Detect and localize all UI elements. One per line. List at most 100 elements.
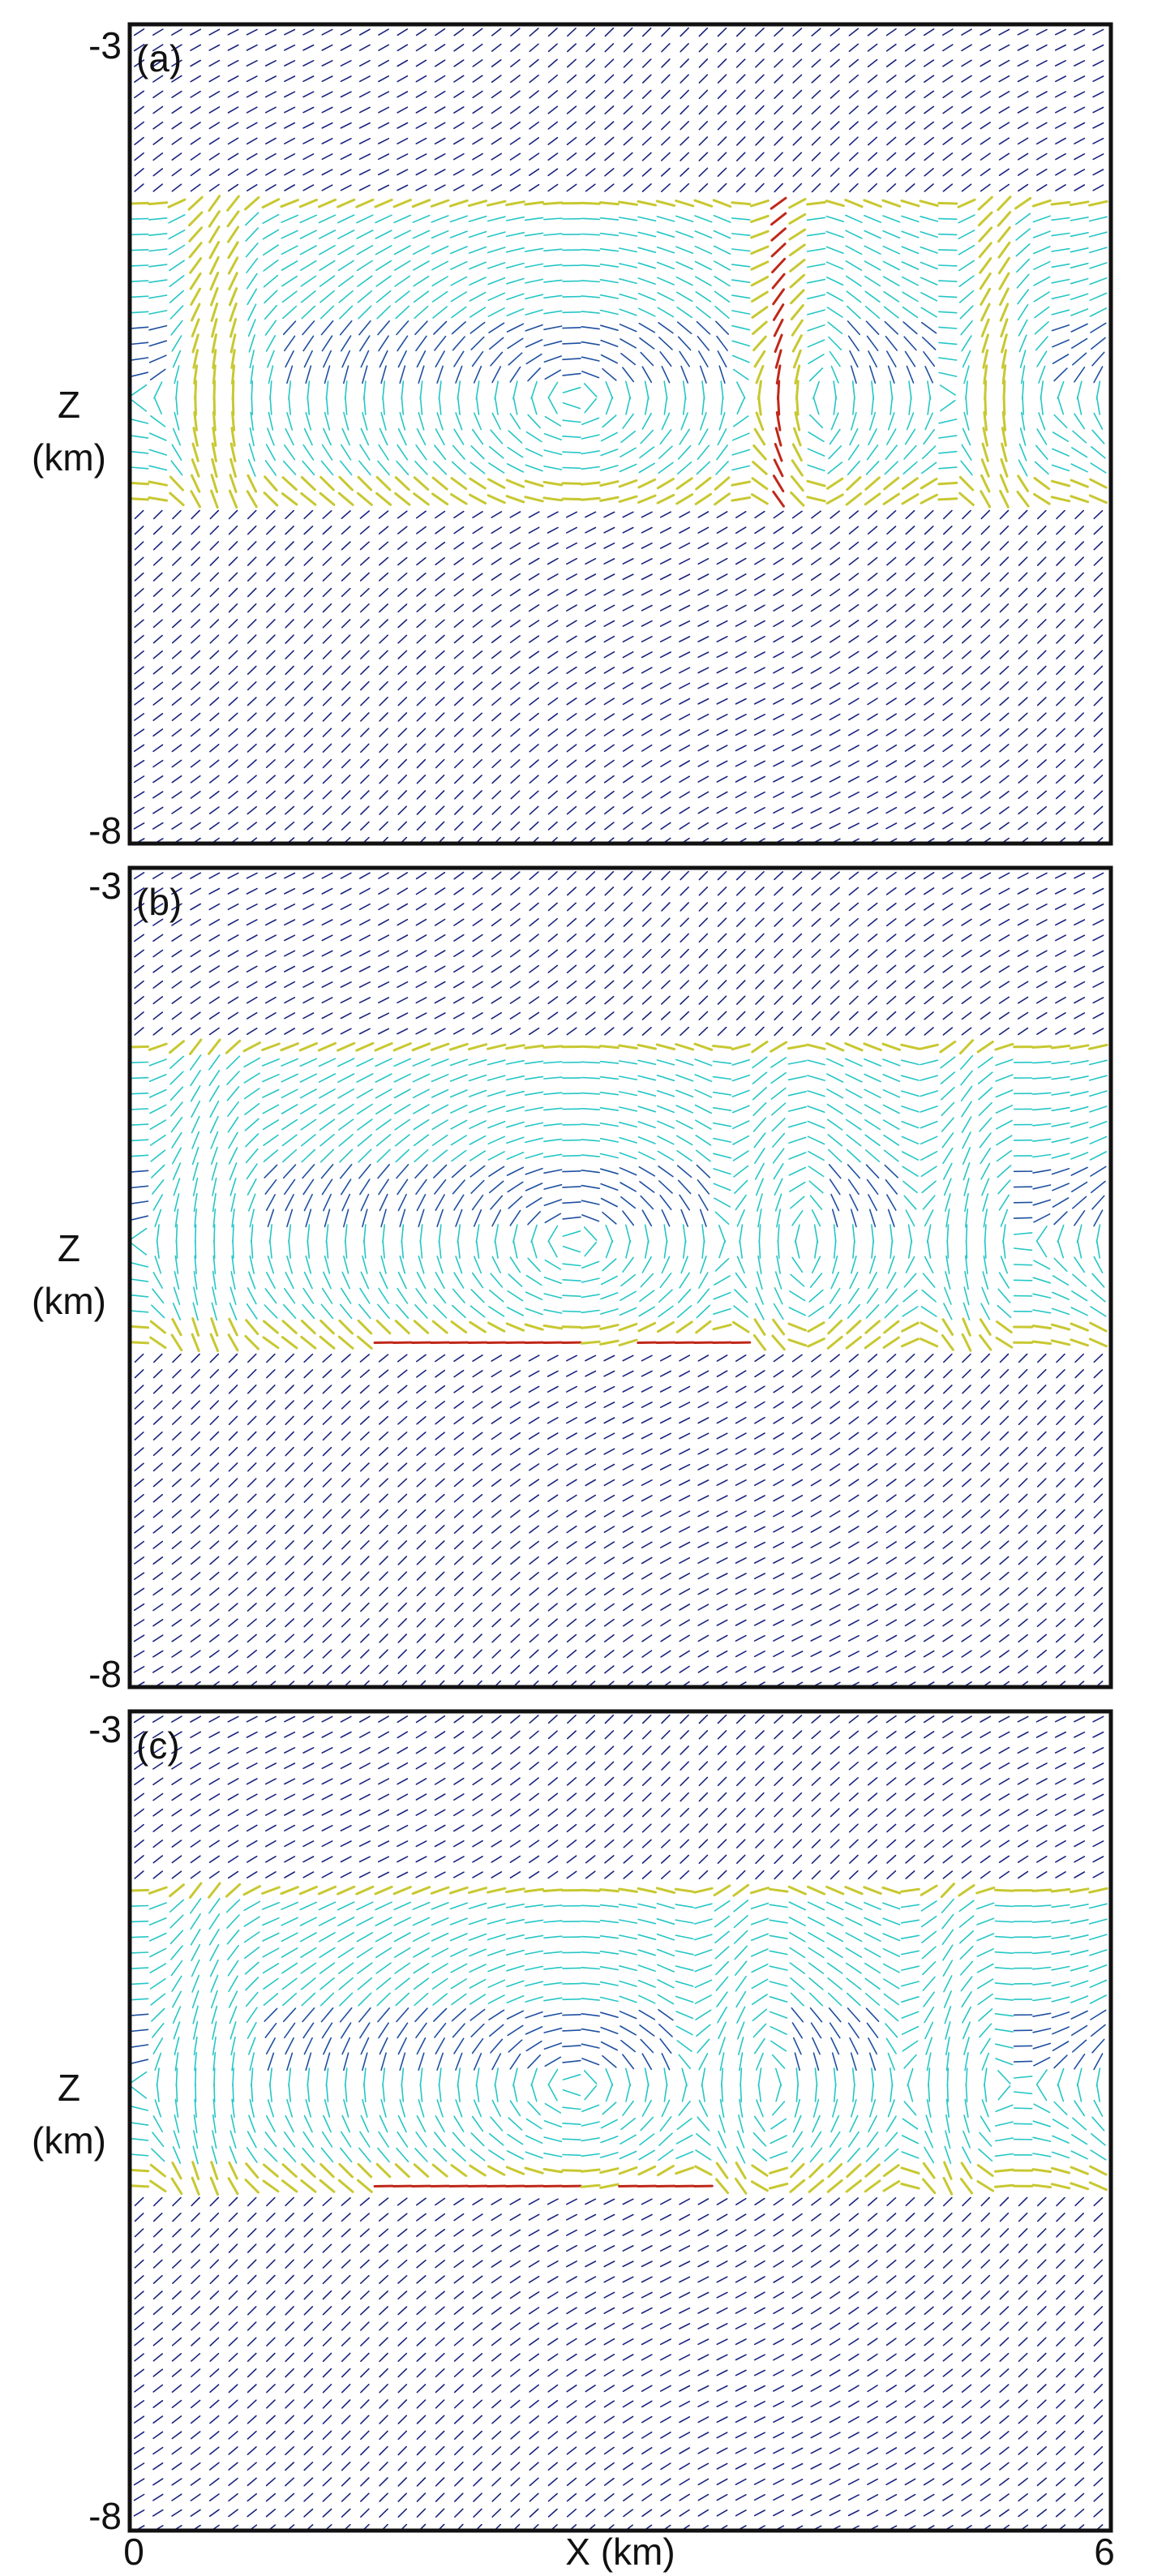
- vector-arrow: [641, 1402, 653, 1408]
- vector-arrow: [927, 1239, 932, 1259]
- vector-arrow: [622, 604, 634, 612]
- vector-arrow: [791, 1354, 803, 1363]
- vector-arrow: [171, 775, 182, 784]
- vector-arrow: [377, 320, 391, 336]
- vector-arrow: [980, 168, 991, 177]
- vector-arrow: [529, 981, 540, 989]
- vector-arrow: [322, 1446, 332, 1457]
- vector-arrow: [191, 1115, 200, 1134]
- vector-arrow: [1018, 743, 1028, 753]
- vector-arrow: [510, 728, 521, 737]
- vector-arrow: [394, 1320, 410, 1335]
- vector-arrow: [152, 650, 163, 659]
- vector-arrow: [757, 1209, 762, 1228]
- vector-arrow: [1036, 1525, 1047, 1535]
- vector-arrow: [284, 950, 296, 957]
- vector-arrow: [717, 995, 727, 1005]
- vector-arrow: [1034, 320, 1049, 335]
- vector-arrow: [359, 587, 370, 598]
- vector-arrow: [247, 1462, 257, 1472]
- vector-arrow: [958, 1039, 975, 1055]
- vector-arrow: [623, 902, 633, 912]
- vector-arrow: [154, 1256, 162, 1274]
- vector-arrow: [1018, 1415, 1028, 1425]
- vector-arrow: [191, 1385, 200, 1394]
- vector-arrow: [995, 1089, 1014, 1098]
- vector-arrow: [830, 1193, 840, 1212]
- vector-arrow: [491, 712, 502, 722]
- vector-arrow: [1033, 492, 1051, 505]
- vector-arrow: [228, 272, 238, 291]
- vector-arrow: [659, 1448, 672, 1455]
- vector-arrow: [717, 948, 727, 959]
- vector-arrow: [229, 1302, 238, 1320]
- vector-arrow: [941, 1101, 955, 1117]
- vector-arrow: [397, 91, 409, 98]
- vector-arrow: [378, 1385, 389, 1394]
- vector-arrow: [731, 496, 752, 502]
- vector-arrow: [864, 1320, 881, 1334]
- vector-arrow: [980, 1525, 991, 1534]
- vector-arrow: [698, 870, 709, 881]
- vector-arrow: [924, 744, 935, 753]
- vector-arrow: [284, 1012, 296, 1020]
- vector-arrow: [130, 1294, 149, 1298]
- vector-arrow: [285, 1462, 294, 1472]
- vector-arrow: [473, 365, 482, 384]
- vector-arrow: [225, 1055, 241, 1070]
- vector-arrow: [773, 1479, 785, 1487]
- vector-arrow: [980, 744, 991, 753]
- vector-arrow: [942, 1431, 953, 1440]
- vector-arrow: [753, 1495, 765, 1502]
- vector-arrow: [942, 1011, 954, 1020]
- vector-arrow: [810, 1526, 822, 1533]
- vector-arrow: [735, 1401, 747, 1409]
- vector-arrow: [848, 105, 859, 114]
- vector-arrow: [961, 903, 972, 911]
- vector-arrow: [1018, 334, 1027, 353]
- vector-arrow: [152, 1478, 163, 1488]
- y-axis-label-z-a: Z: [58, 384, 80, 426]
- vector-arrow: [435, 697, 445, 706]
- vector-arrow: [718, 1224, 727, 1243]
- vector-arrow: [735, 887, 746, 896]
- vector-arrow: [731, 1043, 751, 1051]
- vector-arrow: [661, 887, 671, 896]
- vector-arrow: [1051, 1153, 1070, 1159]
- vector-arrow: [247, 1525, 257, 1535]
- vector-arrow: [341, 619, 351, 629]
- vector-arrow: [547, 168, 559, 177]
- vector-arrow: [585, 1385, 597, 1393]
- vector-arrow: [448, 199, 469, 208]
- vector-arrow: [902, 306, 919, 319]
- vector-arrow: [416, 1194, 427, 1212]
- vector-arrow: [694, 260, 713, 271]
- vector-arrow: [901, 1090, 920, 1097]
- vector-arrow: [1088, 1059, 1108, 1066]
- vector-arrow: [961, 59, 972, 67]
- vector-arrow: [491, 728, 502, 737]
- vector-arrow: [130, 450, 149, 454]
- vector-arrow: [1055, 1028, 1066, 1035]
- vector-arrow: [693, 199, 714, 208]
- vector-arrow: [625, 1239, 631, 1259]
- vector-arrow: [637, 1075, 657, 1081]
- vector-arrow: [190, 137, 201, 145]
- vector-arrow: [810, 557, 822, 565]
- vector-arrow: [266, 587, 276, 598]
- vector-arrow: [637, 494, 657, 504]
- vector-arrow: [209, 541, 220, 551]
- vector-arrow: [300, 492, 317, 506]
- vector-arrow: [524, 247, 544, 252]
- vector-arrow: [942, 572, 953, 582]
- vector-arrow: [808, 1289, 824, 1303]
- vector-arrow: [547, 666, 559, 675]
- vector-arrow: [358, 91, 371, 98]
- vector-arrow: [472, 1012, 483, 1020]
- vector-arrow: [789, 259, 806, 273]
- vector-arrow: [416, 790, 427, 800]
- vector-arrow: [543, 1153, 563, 1158]
- vector-arrow: [1090, 462, 1107, 474]
- vector-arrow: [470, 336, 485, 350]
- vector-arrow: [1017, 996, 1029, 1004]
